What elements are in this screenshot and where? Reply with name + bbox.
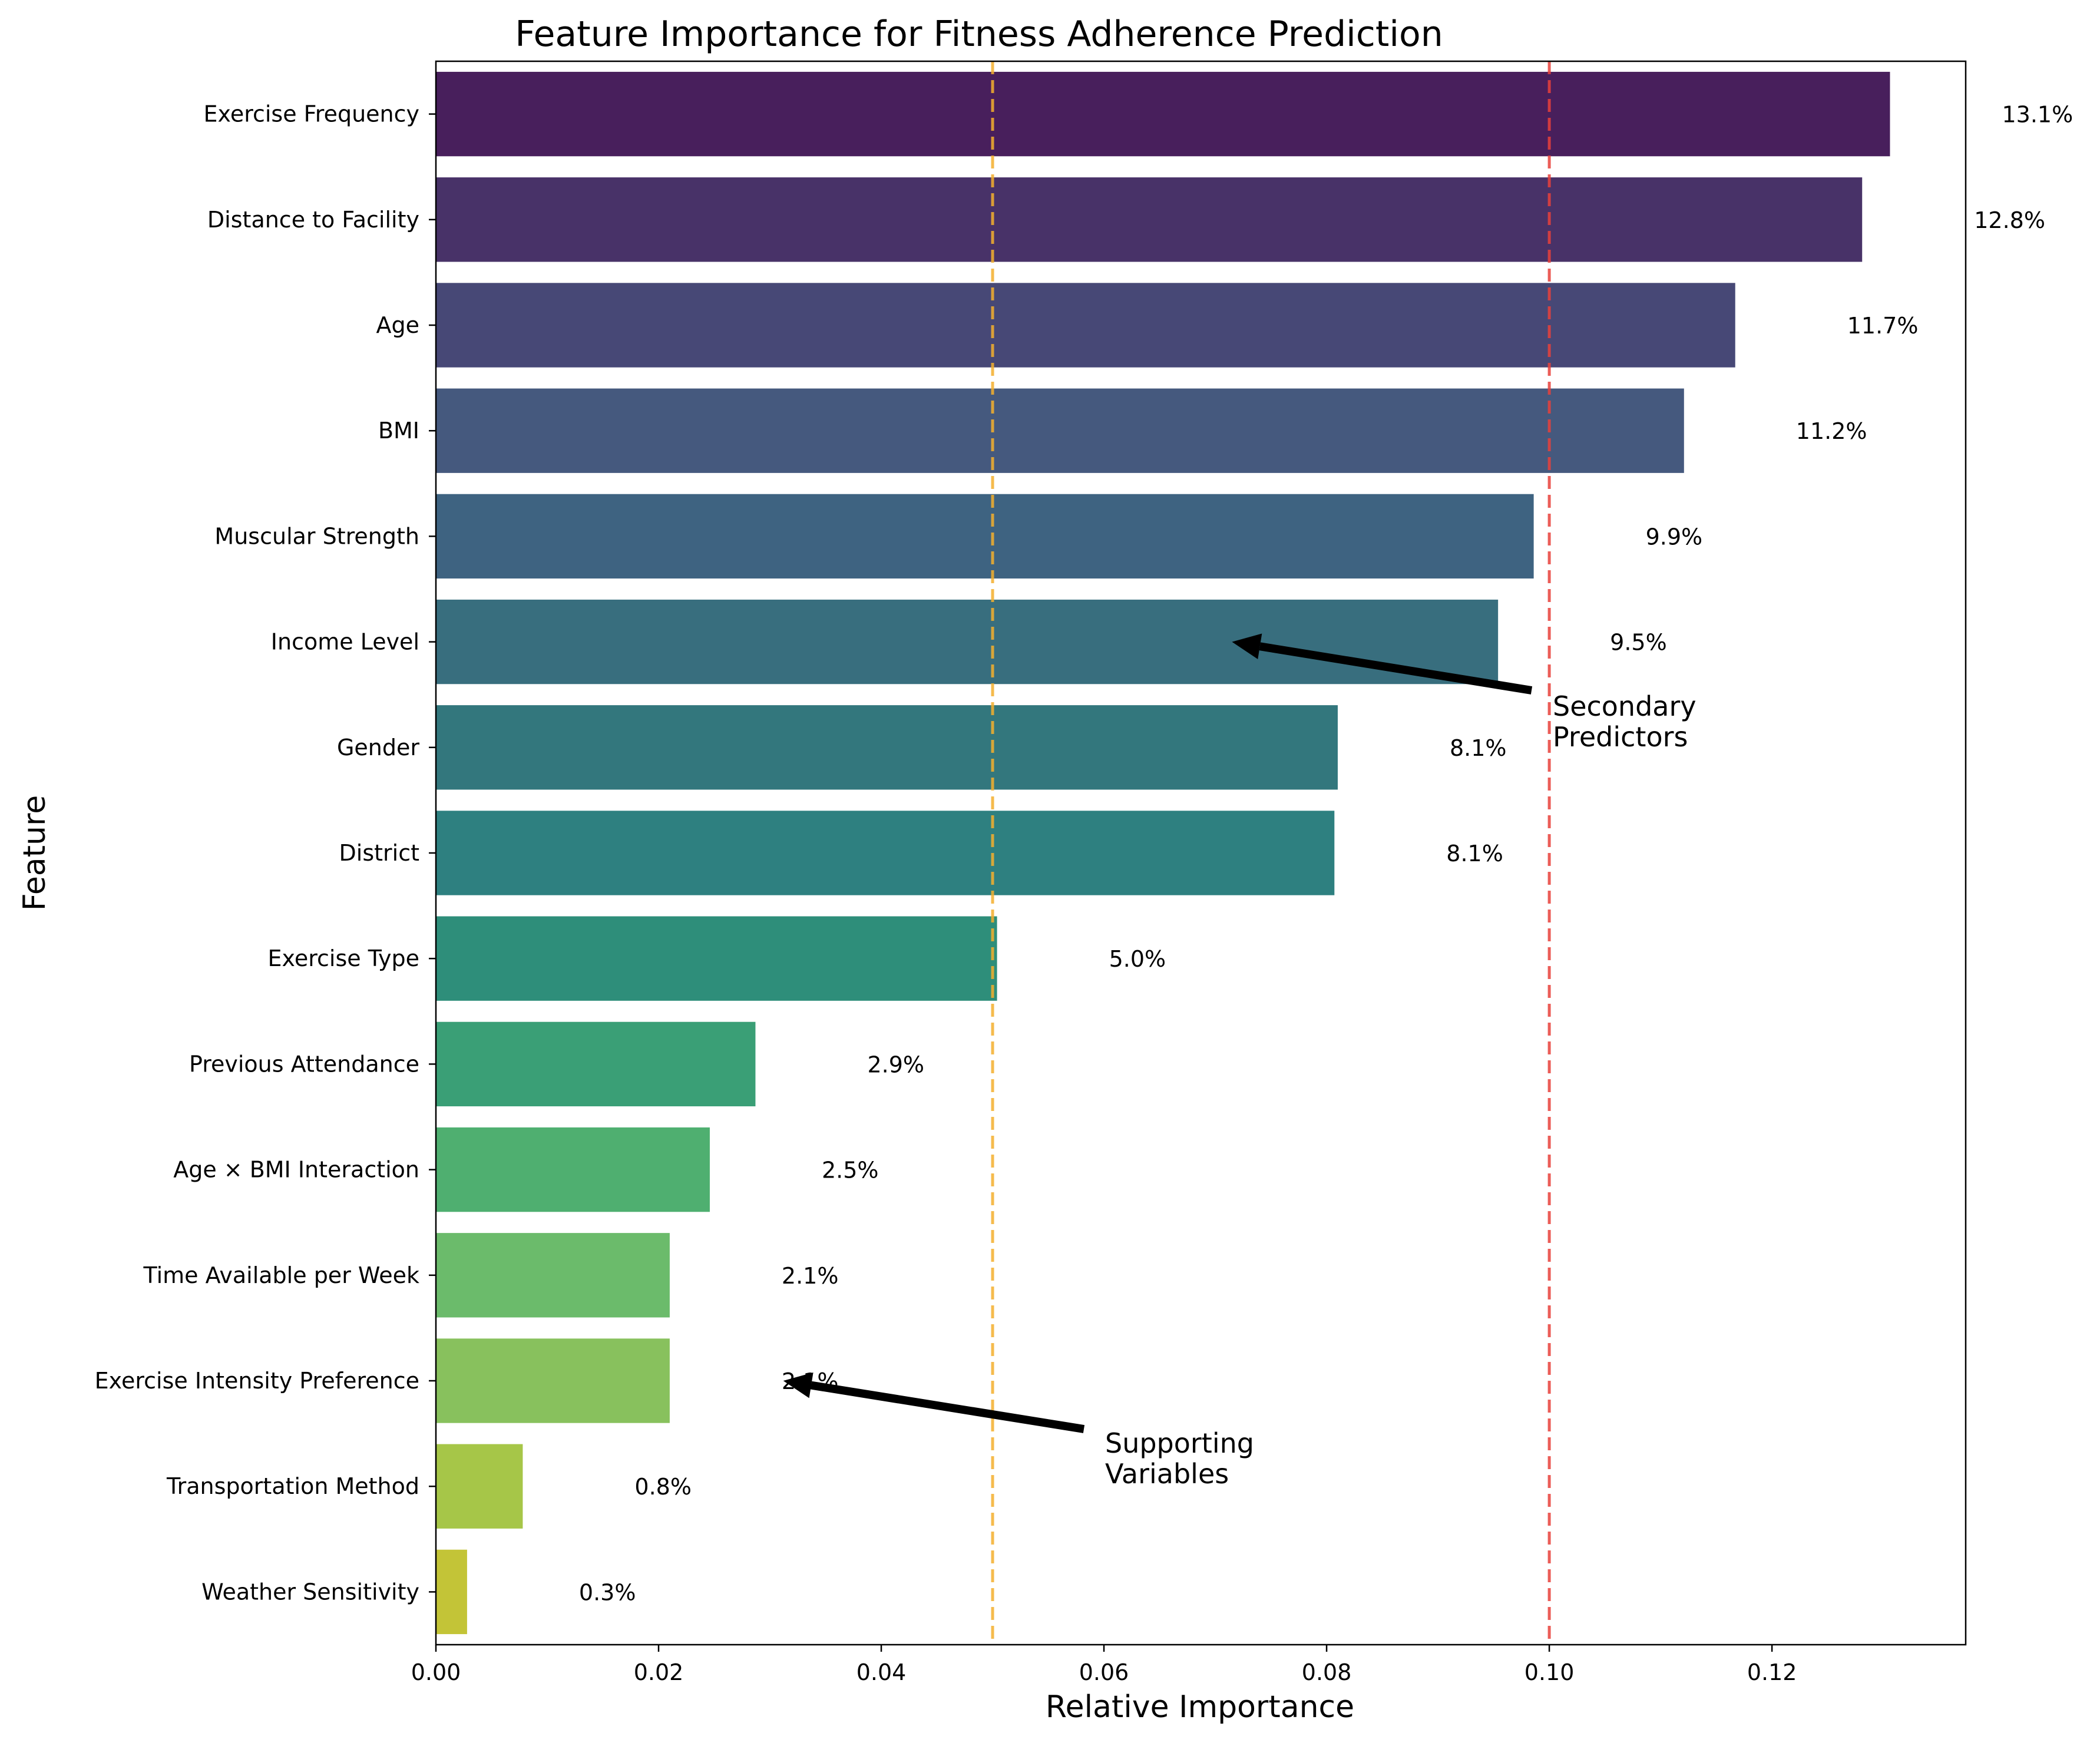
bar-age-bmi-interaction <box>436 1127 710 1212</box>
bar-income-level <box>436 599 1499 684</box>
bar-weather-sensitivity <box>436 1549 467 1635</box>
value-label-distance-to-facility: 12.8% <box>1974 207 2045 233</box>
reference-lines <box>991 61 1551 1645</box>
y-tick-label-weather-sensitivity: Weather Sensitivity <box>201 1579 419 1605</box>
bar-transportation-method <box>436 1444 523 1529</box>
x-tick-label: 0.06 <box>1079 1659 1129 1685</box>
value-label-time-available-per-week: 2.1% <box>782 1263 839 1289</box>
y-tick-label-age: Age <box>376 312 420 338</box>
bar-muscular-strength <box>436 494 1534 579</box>
value-label-exercise-type: 5.0% <box>1109 946 1166 972</box>
y-tick-label-income-level: Income Level <box>271 629 419 655</box>
annotation-arrow-shaft <box>810 1381 1085 1433</box>
x-tick-label: 0.02 <box>634 1659 684 1685</box>
value-label-exercise-frequency: 13.1% <box>2002 102 2073 128</box>
x-tick-label: 0.08 <box>1302 1659 1352 1685</box>
value-label-age: 11.7% <box>1847 313 1919 339</box>
bar-time-available-per-week <box>436 1233 670 1318</box>
x-tick-label: 0.00 <box>411 1659 461 1685</box>
annotation-arrow-shaft <box>1259 642 1533 695</box>
value-label-age-bmi-interaction: 2.5% <box>822 1158 879 1183</box>
annotation-arrow-head <box>1232 633 1262 659</box>
value-label-gender: 8.1% <box>1450 735 1507 761</box>
value-label-bmi: 11.2% <box>1796 418 1867 444</box>
y-tick-label-exercise-frequency: Exercise Frequency <box>203 101 419 127</box>
bars-group <box>436 71 1890 1635</box>
y-tick-label-gender: Gender <box>337 735 419 760</box>
y-axis: Exercise Frequency Distance to Facility Ag… <box>95 101 436 1605</box>
bar-distance-to-facility <box>436 177 1863 262</box>
bar-district <box>436 811 1335 895</box>
x-tick-label: 0.04 <box>856 1659 907 1685</box>
y-tick-label-exercise-intensity-preference: Exercise Intensity Preference <box>95 1368 419 1394</box>
y-tick-label-time-available-per-week: Time Available per Week <box>143 1262 419 1288</box>
y-tick-label-distance-to-facility: Distance to Facility <box>207 207 419 233</box>
value-labels: 13.1% 12.8% 11.7% 11.2% 9.9% 9.5% 8.1% 8.1% 5.0%… <box>579 102 2073 1606</box>
annotation-arrow-head <box>783 1372 813 1398</box>
bar-bmi <box>436 388 1684 473</box>
bar-exercise-frequency <box>436 71 1890 157</box>
annotation-label-supporting-variables: Supporting Variables <box>1105 1427 1254 1490</box>
x-axis-label: Relative Importance <box>1046 1689 1354 1725</box>
y-tick-label-muscular-strength: Muscular Strength <box>214 523 419 549</box>
value-label-previous-attendance: 2.9% <box>867 1051 924 1077</box>
value-label-weather-sensitivity: 0.3% <box>579 1579 636 1605</box>
bar-exercise-type <box>436 916 997 1001</box>
value-label-muscular-strength: 9.9% <box>1646 524 1703 550</box>
chart-title: Feature Importance for Fitness Adherence… <box>515 14 1443 55</box>
value-label-transportation-method: 0.8% <box>634 1474 692 1500</box>
annotations: Secondary Predictors Supporting Variables <box>783 633 1696 1490</box>
y-tick-label-district: District <box>339 840 420 866</box>
x-tick-label: 0.10 <box>1524 1659 1575 1685</box>
y-axis-label: Feature <box>17 795 52 911</box>
y-tick-label-transportation-method: Transportation Method <box>166 1473 419 1499</box>
bar-age <box>436 283 1735 368</box>
x-tick-label: 0.12 <box>1747 1659 1797 1685</box>
y-tick-label-bmi: BMI <box>378 418 419 444</box>
y-tick-label-age-bmi-interaction: Age × BMI Interaction <box>173 1157 419 1183</box>
value-label-district: 8.1% <box>1446 841 1503 867</box>
y-tick-label-exercise-type: Exercise Type <box>268 945 419 971</box>
x-axis: 0.00 0.02 0.04 0.06 0.08 0.10 0.12 <box>411 1645 1797 1685</box>
value-label-income-level: 9.5% <box>1610 630 1667 656</box>
bar-exercise-intensity-preference <box>436 1338 670 1423</box>
bar-previous-attendance <box>436 1021 756 1107</box>
y-tick-label-previous-attendance: Previous Attendance <box>189 1051 419 1077</box>
annotation-label-secondary-predictors: Secondary Predictors <box>1553 690 1696 753</box>
bar-gender <box>436 705 1338 790</box>
